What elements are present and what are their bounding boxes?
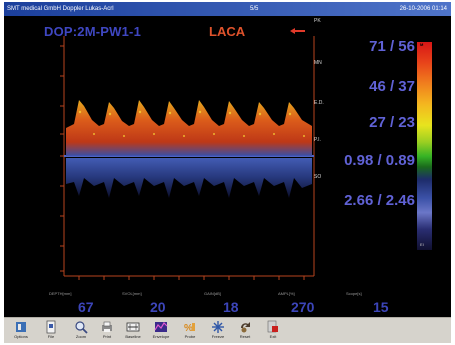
- so-value: 2.66 / 2.46: [344, 192, 415, 209]
- freeze-button[interactable]: Freeze: [207, 320, 229, 342]
- options-icon: [14, 320, 28, 334]
- print-icon: [100, 320, 114, 334]
- reset-label: Reset: [230, 334, 260, 340]
- freeze-label: Freeze: [203, 334, 233, 340]
- gain-value: 18: [223, 299, 239, 315]
- probe-button[interactable]: % Probe: [179, 320, 201, 342]
- baseline-button[interactable]: Baseline: [122, 320, 144, 342]
- reset-button[interactable]: Reset: [234, 320, 256, 342]
- vessel-label: LACA: [209, 24, 245, 39]
- exit-icon: [266, 320, 280, 334]
- doppler-mode-label: DOP:2M-PW1-1: [44, 24, 141, 39]
- freeze-icon: [211, 320, 225, 334]
- file-icon: [44, 320, 58, 334]
- ed-tag: E.D.: [314, 100, 324, 106]
- forward-flow-spectrum: [66, 100, 312, 156]
- file-button[interactable]: File: [40, 320, 62, 342]
- page-indicator: 5/5: [250, 2, 258, 16]
- window-title-bar: SMT medical GmbH Doppler Lukas-Acrl 5/5 …: [4, 2, 451, 16]
- exit-label: Exit: [258, 334, 288, 340]
- color-scale-bottom-label: EI: [420, 242, 424, 247]
- mn-tag: MN: [314, 60, 322, 66]
- color-scale-bar: [417, 42, 432, 250]
- options-label: Options: [6, 334, 36, 340]
- svol-label: SVOL[mm]: [122, 291, 142, 296]
- probe-icon: %: [183, 320, 197, 334]
- color-scale-top-label: M: [420, 42, 423, 47]
- gain-label: GAIN[dB]: [204, 291, 221, 296]
- so-tag: SO: [314, 174, 321, 180]
- baseline-icon: [126, 320, 140, 334]
- bottom-toolbar: Options File Zoom Print Baseline Envelop…: [4, 317, 451, 343]
- pi-value: 0.98 / 0.89: [344, 152, 415, 169]
- print-button[interactable]: Print: [96, 320, 118, 342]
- y-axis-ticks: [60, 46, 64, 271]
- file-label: File: [36, 334, 66, 340]
- exit-button[interactable]: Exit: [262, 320, 284, 342]
- options-button[interactable]: Options: [10, 320, 32, 342]
- ampl-label: AMPL[%]: [278, 291, 295, 296]
- direction-arrow-icon: [290, 28, 306, 34]
- reset-icon: [238, 320, 252, 334]
- time-axis-ticks: [79, 276, 304, 280]
- scope-label: Scope[s]: [346, 291, 362, 296]
- depth-label: DEPTH[mm]: [49, 291, 71, 296]
- zoom-icon: [74, 320, 88, 334]
- mn-value: 46 / 37: [369, 78, 415, 95]
- scope-value: 15: [373, 299, 389, 315]
- envelope-icon: [154, 320, 168, 334]
- baseline-label: Baseline: [118, 334, 148, 340]
- ed-value: 27 / 23: [369, 114, 415, 131]
- depth-value: 67: [78, 299, 94, 315]
- ampl-value: 270: [291, 299, 314, 315]
- doppler-spectrum: [4, 16, 324, 301]
- pk-value: 71 / 56: [369, 38, 415, 55]
- envelope-button[interactable]: Envelope: [150, 320, 172, 342]
- probe-label: Probe: [175, 334, 205, 340]
- envelope-label: Envelope: [146, 334, 176, 340]
- pi-tag: P.I.: [314, 137, 321, 143]
- pk-tag: PK: [314, 18, 321, 24]
- zoom-button[interactable]: Zoom: [70, 320, 92, 342]
- doppler-screen: DOP:2M-PW1-1 LACA PK 71 / 56 MN 46 / 37 …: [4, 16, 451, 317]
- svg-text:%: %: [184, 323, 193, 334]
- datetime-readout: 26-10-2006 01:14: [400, 2, 447, 16]
- window-title: SMT medical GmbH Doppler Lukas-Acrl: [7, 2, 114, 16]
- svol-value: 20: [150, 299, 166, 315]
- reverse-flow-spectrum: [66, 158, 312, 198]
